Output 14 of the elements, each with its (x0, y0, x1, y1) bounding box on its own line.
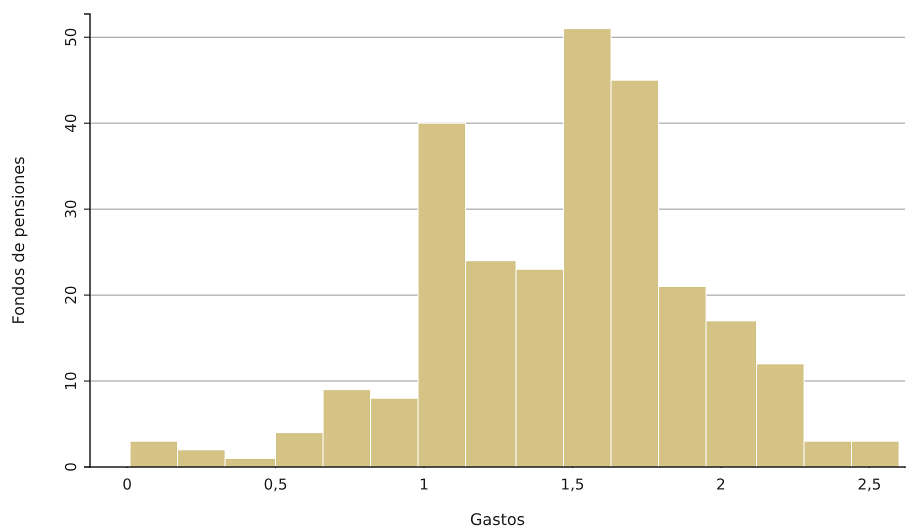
x-tick-label: 2 (716, 476, 726, 494)
y-tick-label: 10 (62, 371, 80, 391)
x-tick-label: 0 (122, 476, 132, 494)
y-tick-label: 30 (62, 200, 80, 219)
x-axis-title: Gastos (470, 510, 525, 529)
y-tick-label: 0 (62, 462, 80, 472)
x-tick-label: 2,5 (857, 476, 882, 494)
x-tick-label: 1 (419, 476, 429, 494)
y-tick-label: 40 (62, 114, 80, 133)
x-tick-label: 0,5 (264, 476, 288, 494)
y-tick-label: 20 (62, 286, 80, 305)
y-tick-label: 50 (62, 28, 80, 47)
y-axis-title: Fondos de pensiones (9, 156, 28, 325)
x-tick-label: 1,5 (560, 476, 584, 494)
